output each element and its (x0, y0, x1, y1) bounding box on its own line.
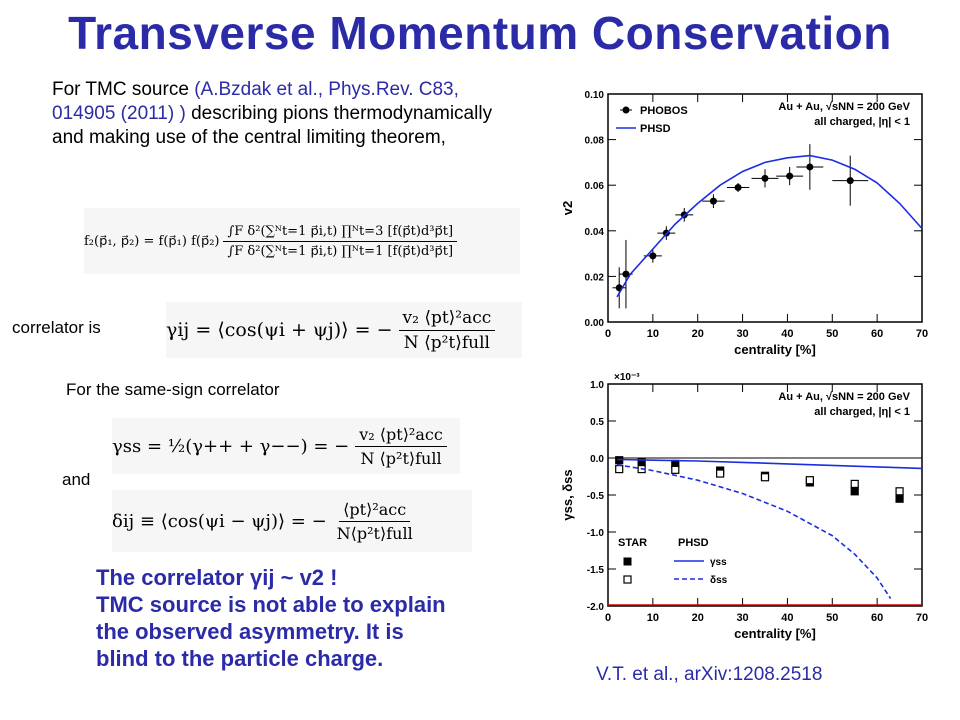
data-point-open (805, 476, 814, 485)
data-point-filled (850, 487, 859, 496)
x-tick-label: 0 (605, 328, 611, 340)
x-tick-label: 60 (871, 328, 883, 340)
y-tick-label: 1.0 (590, 380, 604, 391)
series-line-phsd-ss (616, 463, 892, 600)
x-tick-label: 10 (647, 328, 659, 340)
x-axis-label: centrality [%] (734, 626, 816, 641)
f2-lhs: f₂(p⃗₁, p⃗₂) = f(p⃗₁) f(p⃗₂) (84, 233, 220, 249)
y-tick-label: -0.5 (587, 491, 605, 502)
data-point (846, 177, 854, 185)
correlator-label: correlator is (12, 318, 101, 337)
y-tick-label: 0.10 (585, 90, 605, 101)
conclusion-line-3: the observed asymmetry. It is (96, 619, 404, 644)
x-axis-label: centrality [%] (734, 342, 816, 357)
data-point (734, 183, 742, 191)
gamma-ss-equation: γss = ½(γ++ + γ−−) = − v₂ ⟨pt⟩²acc N ⟨p²… (112, 418, 460, 474)
x-tick-label: 30 (736, 328, 748, 340)
x-tick-label: 50 (826, 612, 838, 624)
y-tick-label: -2.0 (587, 602, 605, 613)
legend-label-phsd: PHSD (640, 123, 671, 135)
x-tick-label: 0 (605, 612, 611, 624)
f2-numerator: ∫F δ²(∑ᴺt=1 p⃗i,t) ∏ᴺt=3 [f(p⃗t)d³p⃗t] (223, 224, 458, 242)
y-tick-label: 0.08 (585, 136, 605, 147)
legend-marker-star-gamma (623, 557, 632, 566)
conclusion-text: The correlator γij ~ v2 ! TMC source is … (96, 564, 536, 672)
conclusion-line-1: The correlator γij ~ v2 ! (96, 565, 338, 590)
delta-ij-numerator: ⟨pt⟩²acc (339, 500, 411, 522)
series-line-phsd-ss (616, 458, 923, 470)
plot-frame (607, 93, 923, 323)
gamma-ss-lhs: γss = ½(γ++ + γ−−) = − (112, 435, 350, 457)
intro-text-before: For TMC source (52, 79, 195, 100)
annotation-line-2: all charged, |η| < 1 (814, 406, 910, 418)
series-line-phsd (616, 154, 923, 298)
reference-link[interactable]: (A.Bzdak et al., Phys.Rev. C83, 014905 (… (52, 79, 459, 124)
x-tick-label: 30 (736, 612, 748, 624)
y-axis-label: v2 (560, 201, 575, 215)
data-point-open (615, 464, 624, 474)
data-point (649, 252, 657, 260)
annotation-line-1: Au + Au, √sNN = 200 GeV (778, 391, 910, 403)
slide-title: Transverse Momentum Conservation (68, 7, 892, 59)
x-tick-label: 50 (826, 328, 838, 340)
citation: V.T. et al., arXiv:1208.2518 (596, 664, 823, 685)
x-tick-label: 60 (871, 612, 883, 624)
conclusion-line-4: blind to the particle charge. (96, 646, 384, 671)
y-tick-label: 0.04 (585, 227, 605, 238)
legend-label-delta: δss (710, 575, 728, 586)
delta-ij-equation: δij ≡ ⟨cos(ψi − ψj)⟩ = − ⟨pt⟩²acc N⟨p²t⟩… (112, 490, 472, 552)
x-tick-label: 40 (781, 328, 793, 340)
x-tick-label: 70 (916, 328, 928, 340)
data-point-open (895, 487, 904, 496)
delta-ij-lhs: δij ≡ ⟨cos(ψi − ψj)⟩ = − (112, 510, 327, 532)
y-tick-label: 0.0 (590, 454, 604, 465)
delta-ij-denominator: N⟨p²t⟩full (336, 523, 413, 543)
legend-marker-star-delta (623, 575, 632, 584)
legend-label-gamma: γss (710, 557, 727, 568)
intro-paragraph: For TMC source (A.Bzdak et al., Phys.Rev… (52, 78, 522, 150)
x-tick-label: 20 (692, 328, 704, 340)
data-point-open (716, 469, 725, 478)
f2-equation: f₂(p⃗₁, p⃗₂) = f(p⃗₁) f(p⃗₂) ∫F δ²(∑ᴺt=1… (84, 208, 520, 274)
y-tick-label: -1.5 (587, 565, 605, 576)
gamma-ij-denominator: N ⟨p²t⟩full (403, 332, 490, 353)
and-label: and (62, 470, 91, 489)
gamma-ij-equation: γij = ⟨cos(ψi + ψj)⟩ = − v₂ ⟨pt⟩²acc N ⟨… (166, 302, 522, 358)
annotation-line-2: all charged, |η| < 1 (814, 116, 910, 128)
same-sign-label: For the same-sign correlator (66, 380, 280, 399)
y-tick-label: 0.00 (585, 318, 605, 329)
data-point (806, 163, 814, 171)
data-point-filled (895, 494, 904, 503)
gamma-ss-denominator: N ⟨p²t⟩full (360, 448, 442, 468)
data-point-open (671, 465, 680, 474)
data-point-open (760, 473, 770, 482)
v2-centrality-chart: 0 10 20 30 40 50 60 70 0.00 0.02 0.04 0.06 0.08 0.10 c… (560, 90, 928, 357)
legend-label-phobos: PHOBOS (640, 105, 688, 117)
data-point (622, 270, 630, 278)
gamma-ij-numerator: v₂ ⟨pt⟩²acc (398, 308, 496, 331)
x-tick-label: 10 (647, 612, 659, 624)
legend-header-phsd: PHSD (678, 537, 709, 549)
y-tick-label: 0.02 (585, 272, 605, 283)
x-tick-label: 20 (692, 612, 704, 624)
legend-header-star: STAR (618, 537, 647, 549)
y-tick-label: 0.06 (585, 181, 605, 192)
intro-text-after: describing pions thermodynamically and m… (52, 103, 493, 148)
data-point (786, 172, 794, 180)
y-tick-label: -1.0 (587, 528, 605, 539)
x-tick-label: 40 (781, 612, 793, 624)
scale-label: ×10⁻³ (614, 372, 640, 383)
data-point (761, 174, 769, 182)
f2-denominator: ∫F δ²(∑ᴺt=1 p⃗i,t) ∏ᴺt=1 [f(p⃗t)d³p⃗t] (227, 243, 454, 259)
data-point-open (850, 479, 859, 489)
data-point (709, 197, 717, 205)
x-tick-label: 70 (916, 612, 928, 624)
gamma-ss-numerator: v₂ ⟨pt⟩²acc (355, 425, 447, 447)
conclusion-line-2: TMC source is not able to explain (96, 592, 446, 617)
gamma-ij-lhs: γij = ⟨cos(ψi + ψj)⟩ = − (166, 319, 393, 341)
annotation-line-1: Au + Au, √sNN = 200 GeV (778, 101, 910, 113)
y-tick-label: 0.5 (590, 417, 604, 428)
correlator-centrality-chart: 0 10 20 30 40 50 60 70 1.0 0.5 0.0 -0.5 -1.0 -1.5 -2.0… (560, 372, 928, 641)
y-axis-label: γss, δss (560, 469, 575, 520)
